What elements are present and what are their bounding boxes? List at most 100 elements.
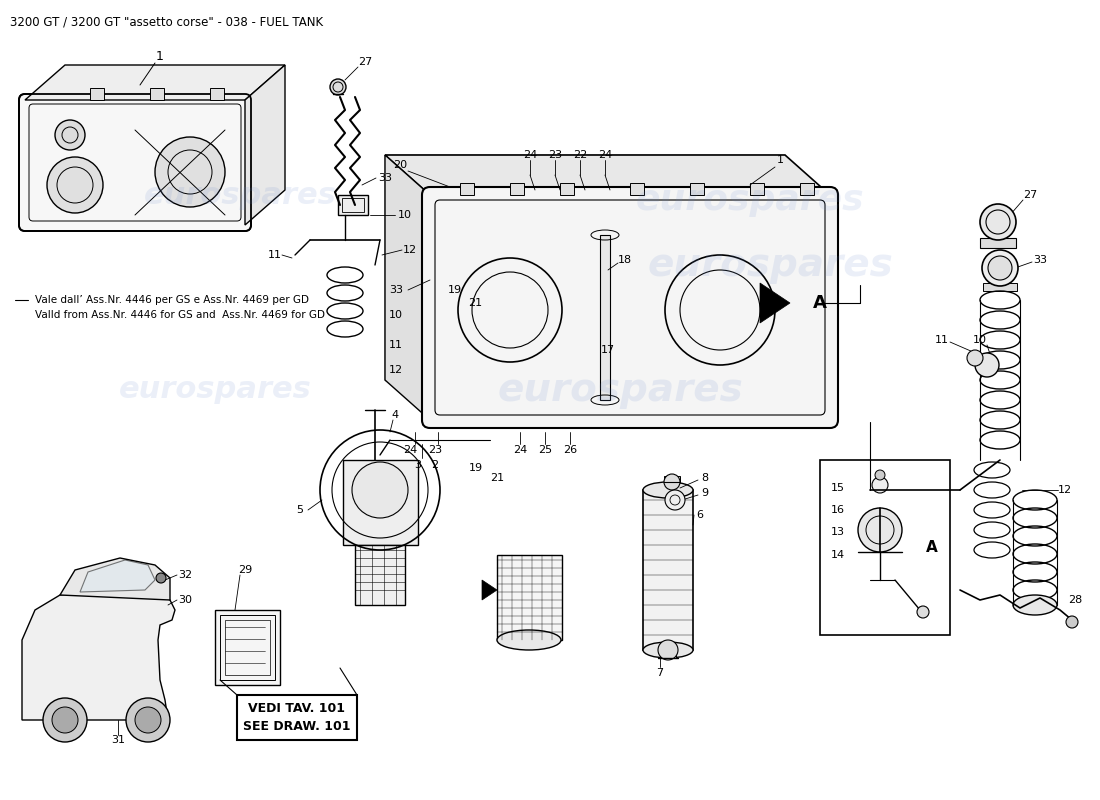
Text: 3: 3 xyxy=(415,460,421,470)
Circle shape xyxy=(874,470,886,480)
Text: 24: 24 xyxy=(513,445,527,455)
Bar xyxy=(600,235,610,400)
Text: 10: 10 xyxy=(389,310,403,320)
Text: 26: 26 xyxy=(563,445,578,455)
Bar xyxy=(644,490,693,650)
Bar xyxy=(338,195,368,215)
Text: 19: 19 xyxy=(448,285,462,295)
Text: 2: 2 xyxy=(431,460,439,470)
Text: 32: 32 xyxy=(178,570,192,580)
Text: 31: 31 xyxy=(111,735,125,745)
Circle shape xyxy=(52,707,78,733)
Text: 21: 21 xyxy=(490,473,504,483)
Circle shape xyxy=(858,508,902,552)
Text: Vale dall’ Ass.Nr. 4446 per GS e Ass.Nr. 4469 per GD: Vale dall’ Ass.Nr. 4446 per GS e Ass.Nr.… xyxy=(35,295,309,305)
Circle shape xyxy=(658,640,678,660)
Bar xyxy=(355,545,405,605)
Text: 4: 4 xyxy=(392,410,398,420)
Text: VEDI TAV. 101: VEDI TAV. 101 xyxy=(249,702,345,715)
Text: 7: 7 xyxy=(657,668,663,678)
Bar xyxy=(560,183,574,195)
Text: 24: 24 xyxy=(403,445,417,455)
Text: 27: 27 xyxy=(1023,190,1037,200)
Text: Valld from Ass.Nr. 4446 for GS and  Ass.Nr. 4469 for GD: Valld from Ass.Nr. 4446 for GS and Ass.N… xyxy=(35,310,324,320)
Text: eurospares: eurospares xyxy=(636,183,865,217)
Bar xyxy=(214,610,280,685)
Circle shape xyxy=(1066,616,1078,628)
Text: 23: 23 xyxy=(548,150,562,160)
Text: 18: 18 xyxy=(618,255,632,265)
Circle shape xyxy=(47,157,103,213)
FancyBboxPatch shape xyxy=(422,187,838,428)
Bar xyxy=(630,183,644,195)
Bar xyxy=(90,88,104,100)
Circle shape xyxy=(967,350,983,366)
Circle shape xyxy=(126,698,170,742)
Text: 12: 12 xyxy=(389,365,403,375)
Polygon shape xyxy=(385,155,785,380)
Text: 14: 14 xyxy=(830,550,845,560)
Bar xyxy=(343,460,418,545)
Text: 12: 12 xyxy=(403,245,417,255)
Circle shape xyxy=(872,477,888,493)
Bar xyxy=(983,283,1018,291)
Circle shape xyxy=(352,462,408,518)
Text: 5: 5 xyxy=(297,505,304,515)
Text: eurospares: eurospares xyxy=(144,181,337,210)
Text: 17: 17 xyxy=(601,345,615,355)
Bar xyxy=(664,476,680,482)
Text: 23: 23 xyxy=(428,445,442,455)
Bar xyxy=(226,620,270,675)
Bar xyxy=(800,183,814,195)
Text: 8: 8 xyxy=(702,473,708,483)
Bar xyxy=(210,88,224,100)
Ellipse shape xyxy=(497,630,561,650)
Circle shape xyxy=(664,474,680,490)
Text: 28: 28 xyxy=(1068,595,1082,605)
Bar xyxy=(342,198,364,212)
Bar xyxy=(820,460,950,635)
Text: 15: 15 xyxy=(830,483,845,493)
Circle shape xyxy=(43,698,87,742)
Text: 21: 21 xyxy=(468,298,482,308)
Text: A: A xyxy=(926,539,938,554)
Circle shape xyxy=(982,250,1018,286)
Polygon shape xyxy=(482,580,497,600)
Text: eurospares: eurospares xyxy=(119,375,311,405)
Circle shape xyxy=(666,490,685,510)
Text: 20: 20 xyxy=(393,160,407,170)
Text: SEE DRAW. 101: SEE DRAW. 101 xyxy=(243,719,351,733)
Bar xyxy=(460,183,474,195)
Text: 16: 16 xyxy=(830,505,845,515)
Circle shape xyxy=(980,204,1016,240)
Text: 30: 30 xyxy=(178,595,192,605)
Text: 10: 10 xyxy=(398,210,412,220)
Ellipse shape xyxy=(644,642,693,658)
Text: 1: 1 xyxy=(777,155,783,165)
Text: 11: 11 xyxy=(389,340,403,350)
Polygon shape xyxy=(760,283,790,323)
Text: 13: 13 xyxy=(830,527,845,537)
Text: 19: 19 xyxy=(469,463,483,473)
Polygon shape xyxy=(80,560,155,592)
Text: eurospares: eurospares xyxy=(647,246,893,284)
Text: 22: 22 xyxy=(573,150,587,160)
Bar xyxy=(980,238,1016,248)
Polygon shape xyxy=(245,65,285,225)
Bar xyxy=(690,183,704,195)
Text: 24: 24 xyxy=(522,150,537,160)
Text: 33: 33 xyxy=(378,173,392,183)
Text: 33: 33 xyxy=(1033,255,1047,265)
Text: 33: 33 xyxy=(389,285,403,295)
Text: 9: 9 xyxy=(702,488,708,498)
Ellipse shape xyxy=(644,482,693,498)
Text: 29: 29 xyxy=(238,565,252,575)
Text: 11: 11 xyxy=(935,335,949,345)
Bar xyxy=(236,695,358,740)
Text: 10: 10 xyxy=(974,335,987,345)
Circle shape xyxy=(975,353,999,377)
Circle shape xyxy=(917,606,930,618)
Polygon shape xyxy=(25,65,285,100)
Circle shape xyxy=(155,137,226,207)
Text: A: A xyxy=(813,294,827,312)
